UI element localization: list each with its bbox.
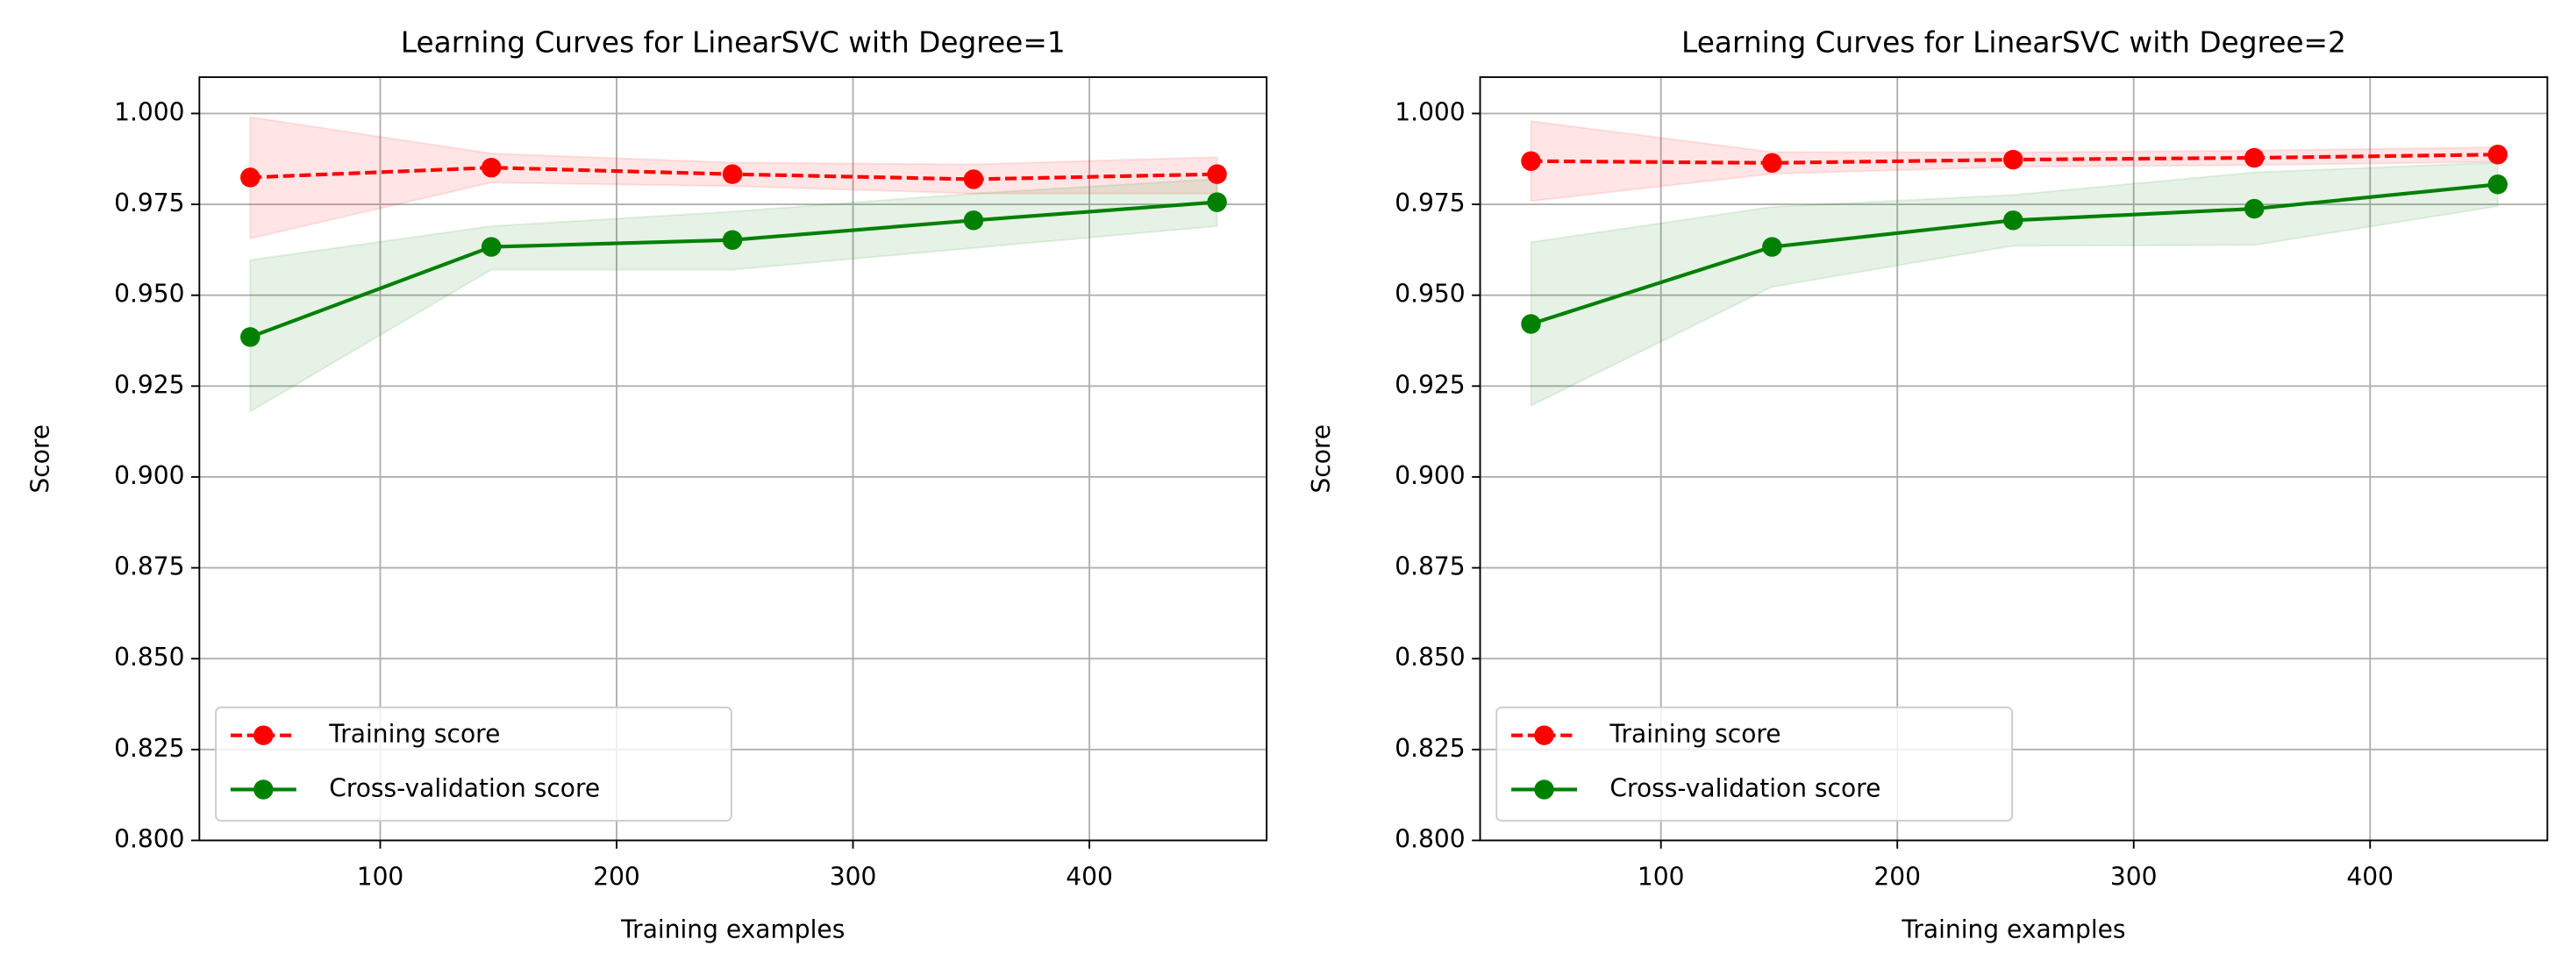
- y-tick-label: 1.000: [1395, 97, 1465, 126]
- legend-label: Cross-validation score: [1609, 773, 1880, 802]
- y-tick-label: 0.925: [1395, 370, 1465, 399]
- y-tick-label: 0.875: [1395, 552, 1465, 581]
- y-tick-label: 1.000: [114, 97, 184, 126]
- y-tick-label: 0.975: [1395, 189, 1465, 217]
- point: [2487, 174, 2508, 195]
- point: [963, 169, 984, 189]
- y-tick-label: 0.825: [114, 734, 184, 763]
- point: [2244, 147, 2265, 168]
- x-axis-label: Training examples: [1901, 915, 2125, 943]
- y-tick-label: 0.950: [114, 280, 184, 309]
- y-tick-label: 0.800: [114, 824, 184, 853]
- legend-box: [1495, 706, 2014, 822]
- x-tick-label: 200: [1873, 863, 1921, 892]
- point: [1207, 164, 1227, 184]
- legend-box: [215, 706, 732, 822]
- y-tick-label: 0.850: [114, 643, 184, 672]
- axes-frame: [1479, 76, 2549, 842]
- axes-frame: [198, 76, 1268, 842]
- chart-panel: Learning Curves for LinearSVC with Degre…: [1307, 26, 2549, 943]
- legend-marker: [253, 725, 274, 745]
- point: [1762, 237, 1782, 257]
- point: [1521, 314, 1541, 334]
- chart-title: Learning Curves for LinearSVC with Degre…: [401, 26, 1066, 60]
- legend-marker: [1534, 779, 1554, 800]
- legend-label: Training score: [1609, 720, 1780, 749]
- y-tick-label: 0.900: [1395, 461, 1465, 490]
- x-tick-label: 400: [2346, 863, 2394, 892]
- y-tick-label: 0.875: [114, 552, 184, 581]
- legend-marker: [253, 779, 274, 800]
- y-tick-label: 0.800: [1395, 824, 1465, 853]
- y-tick-label: 0.925: [114, 370, 184, 399]
- y-axis-label: Score: [1307, 424, 1336, 494]
- x-tick-label: 200: [593, 863, 640, 892]
- y-tick-label: 0.825: [1395, 734, 1465, 763]
- x-tick-label: 400: [1066, 863, 1113, 892]
- point: [481, 157, 502, 178]
- point: [2003, 149, 2023, 170]
- point: [240, 327, 260, 347]
- legend-label: Training score: [328, 720, 500, 749]
- point: [2244, 198, 2265, 219]
- x-tick-label: 100: [357, 863, 404, 892]
- point: [481, 237, 502, 257]
- point: [1521, 151, 1541, 171]
- y-tick-label: 0.975: [114, 189, 184, 217]
- point: [2487, 145, 2508, 165]
- legend-label: Cross-validation score: [329, 773, 600, 802]
- plot-area: [249, 116, 1218, 413]
- y-tick-label: 0.850: [1395, 643, 1465, 672]
- chart-title: Learning Curves for LinearSVC with Degre…: [1681, 26, 2346, 60]
- point: [722, 164, 743, 184]
- point: [1762, 153, 1782, 174]
- legend-marker: [1534, 725, 1554, 745]
- point: [240, 167, 260, 188]
- x-axis-label: Training examples: [620, 915, 845, 943]
- point: [1207, 192, 1227, 212]
- point: [2003, 210, 2023, 231]
- x-tick-label: 300: [830, 863, 877, 892]
- y-axis-label: Score: [26, 424, 55, 494]
- y-tick-label: 0.900: [114, 461, 184, 490]
- x-tick-label: 100: [1638, 863, 1685, 892]
- point: [963, 210, 984, 231]
- y-tick-label: 0.950: [1395, 280, 1465, 309]
- chart-panel: Learning Curves for LinearSVC with Degre…: [26, 26, 1268, 943]
- x-tick-label: 300: [2110, 863, 2158, 892]
- band: [1530, 161, 2499, 408]
- point: [722, 230, 743, 250]
